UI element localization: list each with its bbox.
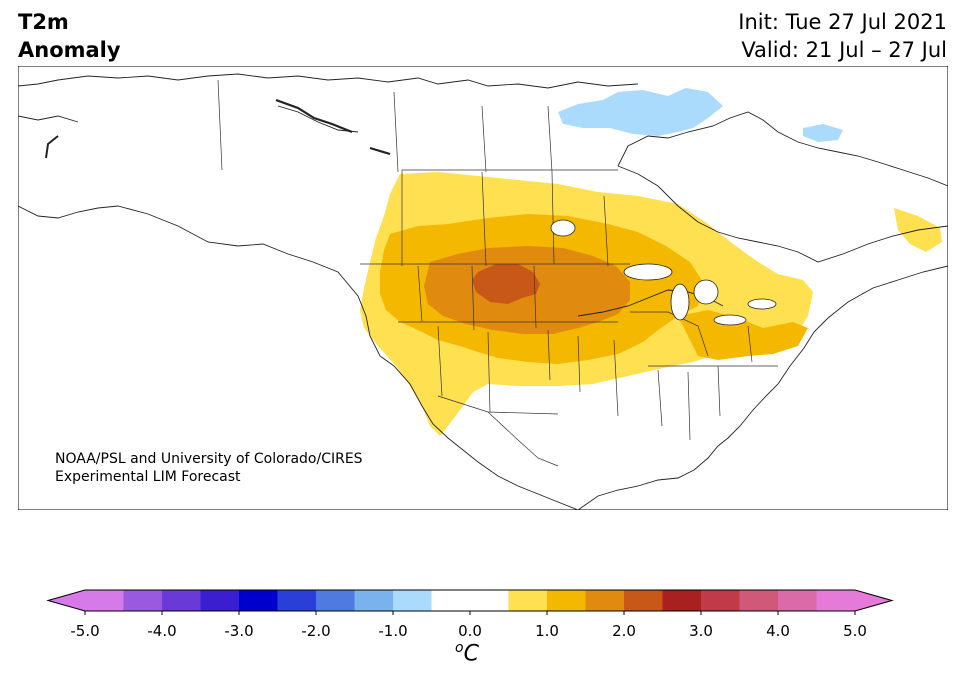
colorbar-segment bbox=[547, 590, 586, 611]
anomaly-map bbox=[18, 66, 948, 510]
yukon-river bbox=[45, 135, 59, 159]
lakes bbox=[45, 98, 777, 326]
unit-letter: C bbox=[463, 641, 479, 667]
colorbar-tick-label: 4.0 bbox=[766, 622, 790, 640]
colorbar-segment bbox=[277, 590, 317, 611]
colorbar-segment bbox=[508, 590, 548, 611]
coastlines bbox=[18, 73, 948, 510]
colorbar-segment bbox=[316, 590, 355, 611]
colorbar-extend-under bbox=[48, 590, 85, 611]
colorbar-segment bbox=[162, 590, 201, 611]
title-variable: T2m bbox=[18, 10, 69, 34]
colorbar-tick-label: 3.0 bbox=[689, 622, 713, 640]
colorbar-segment bbox=[239, 590, 278, 611]
colorbar-segment bbox=[778, 590, 817, 611]
colorbar-segment bbox=[662, 590, 702, 611]
colorbar-tick-label: 1.0 bbox=[535, 622, 559, 640]
colorbar-segment bbox=[816, 590, 856, 611]
unit-superscript: o bbox=[455, 640, 464, 656]
colorbar-tick-label: 5.0 bbox=[843, 622, 867, 640]
title-left: T2m Anomaly bbox=[18, 8, 121, 64]
colorbar-segment bbox=[123, 590, 163, 611]
anomaly-warm-4 bbox=[472, 264, 540, 304]
colorbar-segment bbox=[739, 590, 779, 611]
anomaly-shading bbox=[360, 88, 942, 436]
colorbar-extend-over bbox=[855, 590, 892, 611]
colorbar-unit: oC bbox=[455, 640, 479, 666]
init-date: Init: Tue 27 Jul 2021 bbox=[738, 10, 947, 34]
colorbar-segment bbox=[354, 590, 394, 611]
lake-superior bbox=[623, 263, 673, 281]
colorbar-tick-label: -3.0 bbox=[224, 622, 254, 640]
colorbar-segment bbox=[585, 590, 625, 611]
colorbar bbox=[46, 589, 894, 615]
colorbar-tick-label: -4.0 bbox=[147, 622, 177, 640]
title-subtitle: Anomaly bbox=[18, 38, 121, 62]
lake-erie bbox=[713, 314, 747, 326]
credit-line-1: NOAA/PSL and University of Colorado/CIRE… bbox=[55, 451, 363, 467]
colorbar-tick-label: -5.0 bbox=[70, 622, 100, 640]
anomaly-warm-2-east bbox=[678, 310, 808, 360]
lake-michigan bbox=[670, 283, 690, 321]
lake-winnipeg bbox=[550, 219, 576, 237]
colorbar-tick-label: 2.0 bbox=[612, 622, 636, 640]
valid-range: Valid: 21 Jul – 27 Jul bbox=[741, 38, 947, 62]
colorbar-tick-label: -2.0 bbox=[301, 622, 331, 640]
colorbar-segment bbox=[393, 590, 432, 611]
great-slave-lake bbox=[369, 146, 391, 156]
colorbar-tick-label: 0.0 bbox=[458, 622, 482, 640]
colorbar-tick-labels: -5.0 -4.0 -3.0 -2.0 -1.0 0.0 1.0 2.0 3.0 4.0 5.0 bbox=[0, 622, 959, 642]
colorbar-segment bbox=[200, 590, 240, 611]
title-right: Init: Tue 27 Jul 2021 Valid: 21 Jul – 27… bbox=[738, 8, 947, 64]
colorbar-segment bbox=[85, 590, 124, 611]
lake-ontario bbox=[747, 298, 777, 310]
colorbar-segment bbox=[431, 590, 509, 611]
political-boundaries bbox=[217, 79, 778, 467]
anomaly-cool-labrador bbox=[803, 124, 843, 142]
colorbar-segment bbox=[701, 590, 740, 611]
colorbar-segment bbox=[624, 590, 663, 611]
lake-huron bbox=[693, 279, 719, 305]
colorbar-tick-label: -1.0 bbox=[378, 622, 408, 640]
credit-line-2: Experimental LIM Forecast bbox=[55, 469, 241, 485]
great-bear-lake bbox=[275, 98, 353, 134]
credit-text: NOAA/PSL and University of Colorado/CIRE… bbox=[55, 450, 363, 486]
anomaly-cool-hudson bbox=[558, 88, 723, 136]
